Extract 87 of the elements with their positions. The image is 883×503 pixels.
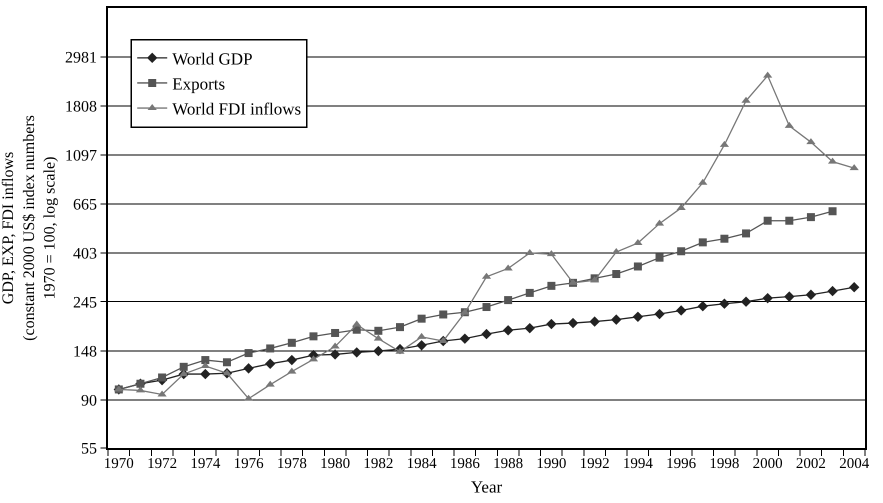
x-tick-label: 1996 (666, 456, 697, 472)
x-tick-label: 1974 (190, 456, 221, 472)
y-tick-label: 665 (73, 196, 98, 214)
x-tick-label: 1984 (406, 456, 438, 472)
x-tick-label: 1988 (493, 456, 524, 472)
point (439, 310, 448, 318)
x-tick-label: 1994 (622, 456, 654, 472)
point (418, 314, 426, 323)
point (482, 303, 490, 312)
point (180, 362, 188, 371)
point (634, 262, 642, 270)
point (374, 326, 382, 335)
y-tick-label: 90 (81, 392, 98, 410)
point (632, 312, 644, 322)
point (762, 292, 773, 304)
point (698, 238, 707, 246)
point (719, 298, 730, 309)
point (740, 296, 752, 307)
point (288, 338, 296, 347)
point (611, 314, 622, 325)
legend-label: World GDP (172, 49, 253, 68)
point (524, 322, 535, 334)
point (547, 282, 556, 290)
x-axis-title: Year (470, 478, 502, 497)
point (352, 347, 362, 358)
x-tick-label: 1982 (363, 456, 394, 472)
point (742, 229, 750, 238)
point (677, 247, 686, 256)
point (784, 291, 794, 302)
point (222, 358, 231, 366)
y-tick-label: 1097 (65, 147, 98, 164)
point (309, 332, 318, 340)
point (764, 216, 772, 225)
point (654, 308, 665, 320)
point (806, 290, 816, 300)
point (266, 344, 274, 352)
point (416, 340, 427, 350)
x-tick-label: 1986 (450, 456, 480, 472)
point (243, 363, 254, 374)
point (848, 282, 860, 292)
point (330, 349, 340, 360)
point (504, 296, 512, 304)
x-tick-label: 1998 (709, 456, 740, 472)
point (244, 349, 253, 358)
point (201, 356, 210, 364)
point (200, 368, 211, 380)
x-tick-label: 2000 (752, 456, 783, 472)
point (481, 328, 492, 340)
point (676, 305, 686, 316)
y-tick-label: 148 (73, 344, 98, 361)
point (331, 328, 340, 337)
y-tick-label: 1808 (65, 98, 98, 116)
point (806, 213, 815, 222)
point (785, 216, 794, 225)
point (656, 254, 664, 262)
legend-label: Exports (172, 74, 226, 94)
point (589, 316, 600, 327)
x-tick-label: 1972 (147, 456, 178, 472)
point (158, 373, 166, 382)
point (568, 318, 578, 328)
x-tick-label: 2004 (839, 456, 870, 472)
x-tick-label: 1970 (104, 456, 134, 472)
point (612, 270, 620, 278)
y-tick-label: 403 (73, 246, 98, 263)
x-tick-label: 1980 (320, 456, 350, 472)
y-tick-label: 2981 (65, 50, 98, 67)
point (373, 346, 384, 356)
point (720, 234, 728, 243)
y-tick-label: 245 (73, 294, 98, 312)
x-tick-label: 1990 (536, 456, 566, 472)
x-tick-label: 1992 (580, 456, 610, 472)
legend-label: World FDI inflows (172, 100, 302, 119)
point (286, 354, 298, 366)
point (502, 325, 514, 336)
point (460, 333, 470, 344)
point (526, 288, 534, 297)
point (396, 323, 404, 332)
x-tick-label: 2002 (796, 456, 826, 472)
x-tick-label: 1978 (276, 456, 307, 472)
point (698, 300, 708, 312)
point (828, 207, 837, 216)
y-axis-title: GDP, EXP, FDI inflows (constant 2000 US$ index numbers 1970 = 100, log scale) (0, 115, 59, 341)
point (546, 318, 557, 330)
point (827, 286, 838, 296)
x-tick-label: 1976 (234, 456, 264, 472)
point (265, 358, 276, 369)
y-tick-label: 55 (81, 440, 98, 458)
